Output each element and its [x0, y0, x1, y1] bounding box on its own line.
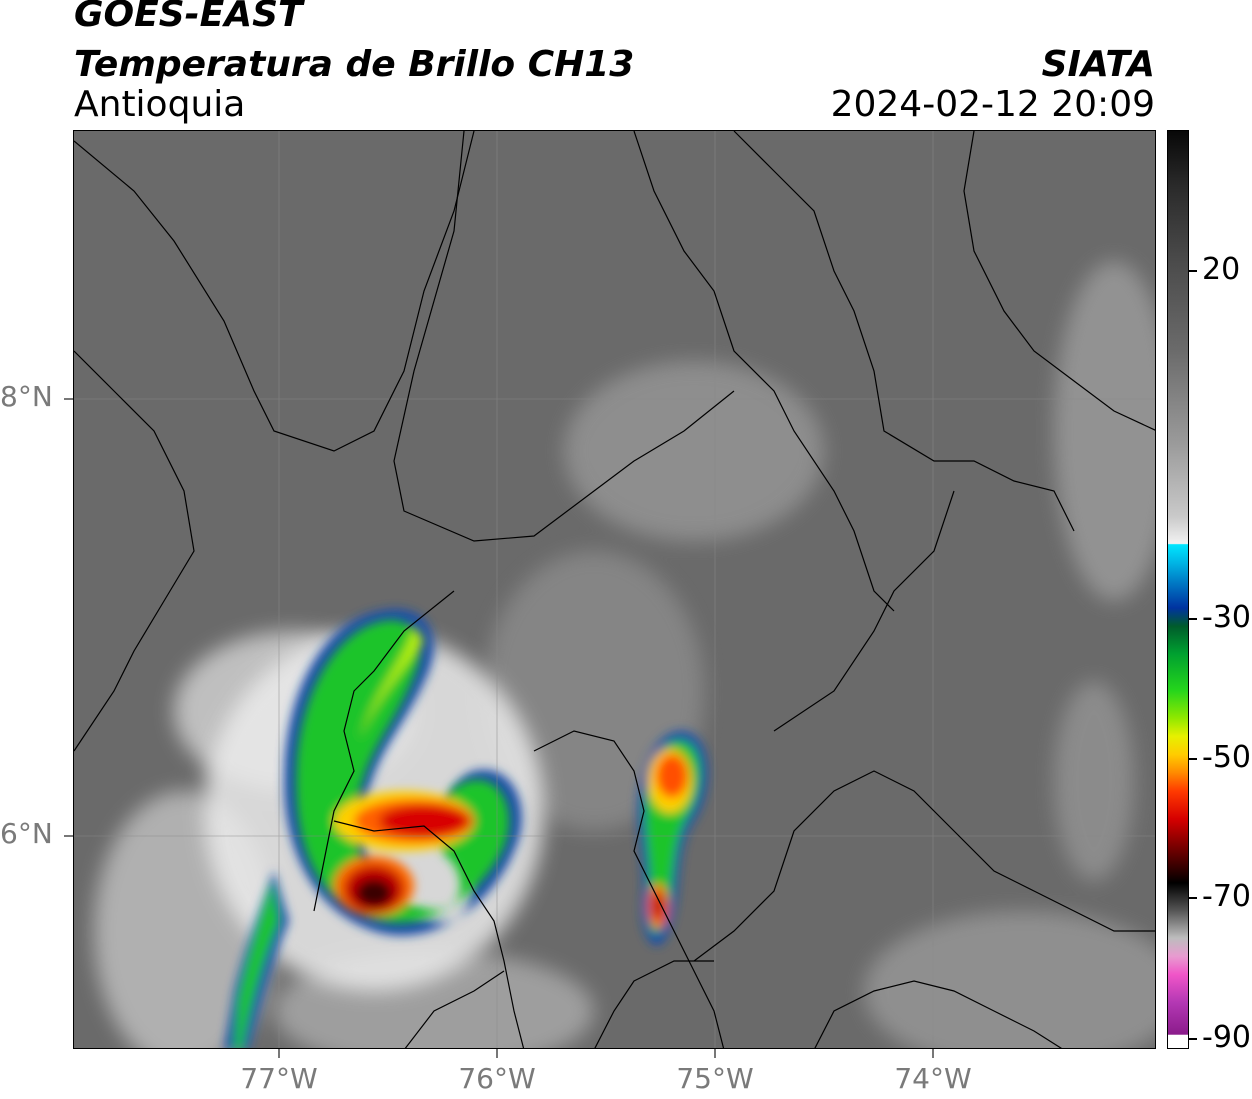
colorbar — [1167, 130, 1189, 1049]
lat-label-8n: 8°N — [0, 380, 53, 413]
timestamp-label: 2024-02-12 20:09 — [830, 84, 1155, 125]
title-region: Antioquia — [74, 84, 246, 125]
lon-tick-74w — [932, 1049, 934, 1058]
title-product: Temperatura de Brillo CH13 — [74, 44, 635, 85]
brand-label: SIATA — [1041, 44, 1155, 85]
lon-label-75w: 75°W — [676, 1062, 754, 1095]
lat-label-6n: 6°N — [0, 817, 53, 850]
lat-tick-6n — [64, 835, 73, 837]
lon-tick-75w — [714, 1049, 716, 1058]
boundaries — [74, 131, 1155, 1048]
satellite-map — [73, 130, 1156, 1049]
colorbar-tick — [1189, 758, 1197, 760]
colorbar-label: -70 — [1202, 879, 1251, 914]
lon-tick-77w — [278, 1049, 280, 1058]
graticule — [74, 131, 1155, 1048]
lon-label-76w: 76°W — [458, 1062, 536, 1095]
lon-tick-76w — [496, 1049, 498, 1058]
colorbar-tick — [1189, 1038, 1197, 1040]
lat-tick-8n — [64, 398, 73, 400]
colorbar-label: -90 — [1202, 1020, 1251, 1055]
map-canvas — [74, 131, 1155, 1048]
colorbar-label: 20 — [1202, 252, 1241, 287]
colorbar-label: -30 — [1202, 600, 1251, 635]
colorbar-tick — [1189, 897, 1197, 899]
colorbar-tick — [1189, 618, 1197, 620]
lon-label-77w: 77°W — [240, 1062, 318, 1095]
colorbar-label: -50 — [1202, 740, 1251, 775]
colorbar-tick — [1189, 270, 1197, 272]
title-satellite: GOES-EAST — [74, 0, 303, 35]
lon-label-74w: 74°W — [894, 1062, 972, 1095]
